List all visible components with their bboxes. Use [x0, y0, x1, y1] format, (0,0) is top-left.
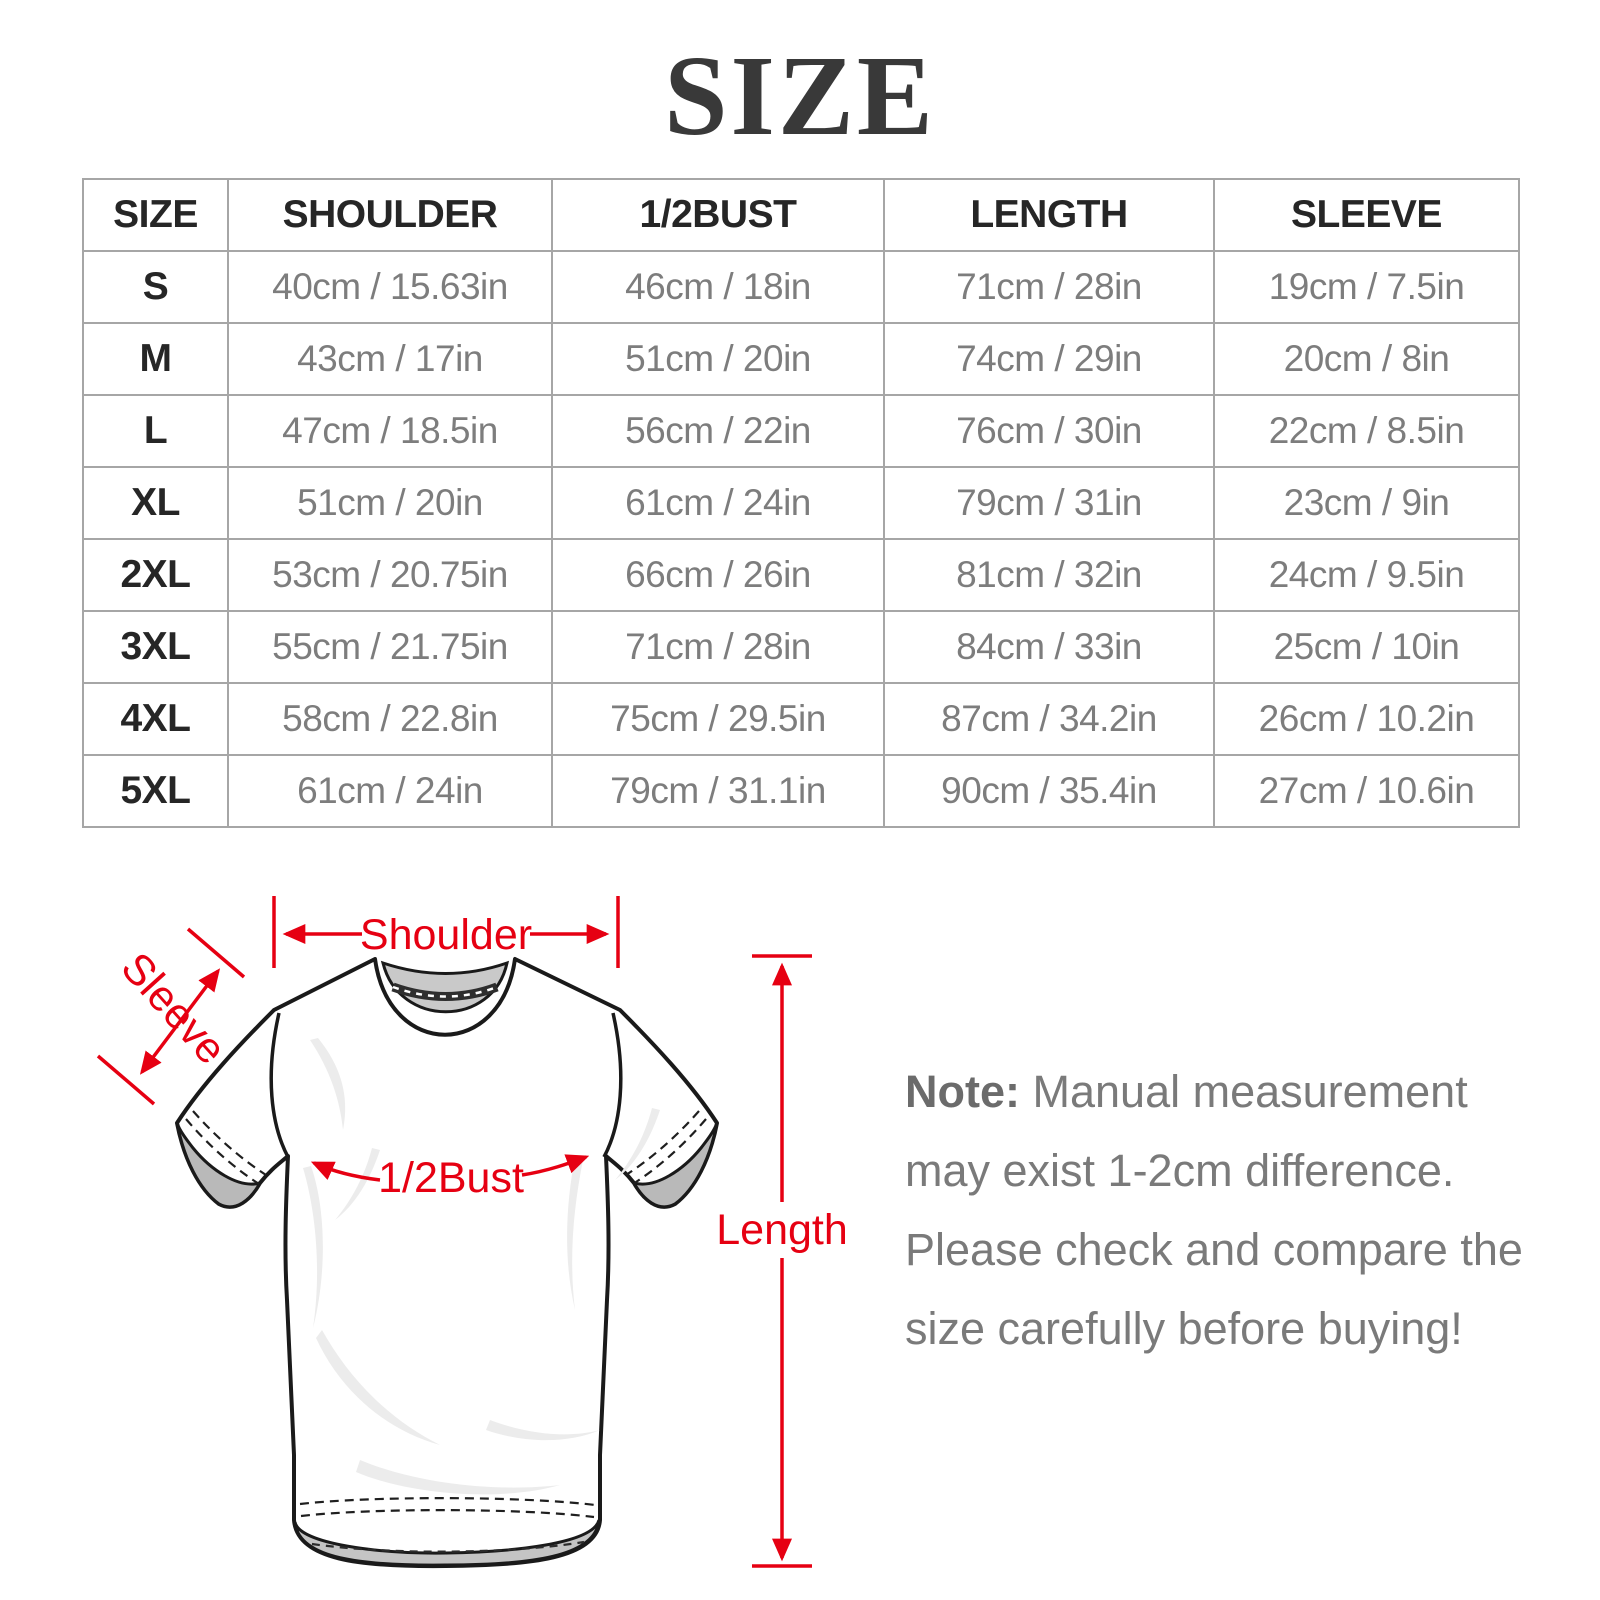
size-cell: S	[82, 250, 229, 324]
header-cell-halfbust: 1/2BUST	[551, 178, 885, 252]
measurement-cell: 87cm / 34.2in	[883, 682, 1215, 756]
table-row: 3XL 55cm / 21.75in 71cm / 28in 84cm / 33…	[82, 610, 1520, 684]
measurement-cell: 24cm / 9.5in	[1213, 538, 1520, 612]
collar-stitch-dashes	[392, 985, 498, 998]
measurement-cell: 75cm / 29.5in	[551, 682, 885, 756]
size-cell: 2XL	[82, 538, 229, 612]
tshirt-outline	[175, 957, 719, 1569]
size-cell: 5XL	[82, 754, 229, 828]
size-cell: 3XL	[82, 610, 229, 684]
header-cell-length: LENGTH	[883, 178, 1215, 252]
shoulder-label: Shoulder	[360, 911, 532, 959]
measurement-cell: 61cm / 24in	[227, 754, 553, 828]
measurement-cell: 40cm / 15.63in	[227, 250, 553, 324]
hem-band-stitch	[311, 1540, 585, 1553]
collar-back	[380, 960, 510, 1014]
size-cell: L	[82, 394, 229, 468]
measurement-cell: 46cm / 18in	[551, 250, 885, 324]
measurement-cell: 56cm / 22in	[551, 394, 885, 468]
cuff-left	[175, 1122, 264, 1209]
measurement-cell: 55cm / 21.75in	[227, 610, 553, 684]
sleeve-arrow	[139, 968, 221, 1075]
measurement-cell: 53cm / 20.75in	[227, 538, 553, 612]
size-cell: 4XL	[82, 682, 229, 756]
page-title: SIZE	[664, 32, 936, 159]
note: Note: Manual measurement may exist 1-2cm…	[905, 1052, 1550, 1368]
measurement-cell: 74cm / 29in	[883, 322, 1215, 396]
measurement-cell: 22cm / 8.5in	[1213, 394, 1520, 468]
sleeve-tick-bottom	[96, 1054, 156, 1106]
measurement-cell: 26cm / 10.2in	[1213, 682, 1520, 756]
header-cell-shoulder: SHOULDER	[227, 178, 553, 252]
sleeve-tick-top	[186, 927, 246, 979]
measurement-cell: 76cm / 30in	[883, 394, 1215, 468]
measurement-cell: 25cm / 10in	[1213, 610, 1520, 684]
halfbust-arrow-right	[521, 1154, 590, 1177]
measurement-cell: 79cm / 31in	[883, 466, 1215, 540]
table-row: 4XL 58cm / 22.8in 75cm / 29.5in 87cm / 3…	[82, 682, 1520, 756]
measurement-cell: 27cm / 10.6in	[1213, 754, 1520, 828]
note-body: Manual measurement may exist 1-2cm diffe…	[905, 1066, 1523, 1354]
measurement-cell: 81cm / 32in	[883, 538, 1215, 612]
table-row: 5XL 61cm / 24in 79cm / 31.1in 90cm / 35.…	[82, 754, 1520, 828]
measurement-cell: 71cm / 28in	[883, 250, 1215, 324]
measure-annotations	[96, 896, 812, 1568]
measurement-cell: 43cm / 17in	[227, 322, 553, 396]
measurement-cell: 71cm / 28in	[551, 610, 885, 684]
header-cell-size: SIZE	[82, 178, 229, 252]
measurement-cell: 47cm / 18.5in	[227, 394, 553, 468]
measurement-cell: 58cm / 22.8in	[227, 682, 553, 756]
table-row: XL 51cm / 20in 61cm / 24in 79cm / 31in 2…	[82, 466, 1520, 540]
table-row: L 47cm / 18.5in 56cm / 22in 76cm / 30in …	[82, 394, 1520, 468]
measurement-cell: 51cm / 20in	[551, 322, 885, 396]
measurement-cell: 84cm / 33in	[883, 610, 1215, 684]
size-cell: M	[82, 322, 229, 396]
header-cell-sleeve: SLEEVE	[1213, 178, 1520, 252]
halfbust-label: 1/2Bust	[378, 1154, 524, 1202]
measurement-cell: 23cm / 9in	[1213, 466, 1520, 540]
measurement-cell: 61cm / 24in	[551, 466, 885, 540]
halfbust-arrow-left	[310, 1161, 381, 1182]
measurement-cell: 79cm / 31.1in	[551, 754, 885, 828]
table-row: M 43cm / 17in 51cm / 20in 74cm / 29in 20…	[82, 322, 1520, 396]
stitch-lines	[185, 1110, 707, 1519]
measurement-cell: 51cm / 20in	[227, 466, 553, 540]
measurement-cell: 19cm / 7.5in	[1213, 250, 1520, 324]
table-row: 2XL 53cm / 20.75in 66cm / 26in 81cm / 32…	[82, 538, 1520, 612]
measurement-cell: 90cm / 35.4in	[883, 754, 1215, 828]
wrinkle-shading	[303, 1038, 660, 1495]
size-chart-table: SIZE SHOULDER 1/2BUST LENGTH SLEEVE S 40…	[82, 178, 1520, 828]
tshirt-measurement-diagram: Shoulder Sleeve 1/2Bust Length	[96, 896, 848, 1569]
table-row: S 40cm / 15.63in 46cm / 18in 71cm / 28in…	[82, 250, 1520, 324]
size-cell: XL	[82, 466, 229, 540]
sleeve-label: Sleeve	[112, 944, 236, 1074]
armhole-seam-left	[269, 1012, 290, 1158]
length-label: Length	[716, 1206, 848, 1254]
note-label: Note:	[905, 1066, 1020, 1117]
table-header-row: SIZE SHOULDER 1/2BUST LENGTH SLEEVE	[82, 178, 1520, 252]
measurement-cell: 20cm / 8in	[1213, 322, 1520, 396]
armhole-seam-right	[602, 1012, 623, 1158]
measurement-cell: 66cm / 26in	[551, 538, 885, 612]
